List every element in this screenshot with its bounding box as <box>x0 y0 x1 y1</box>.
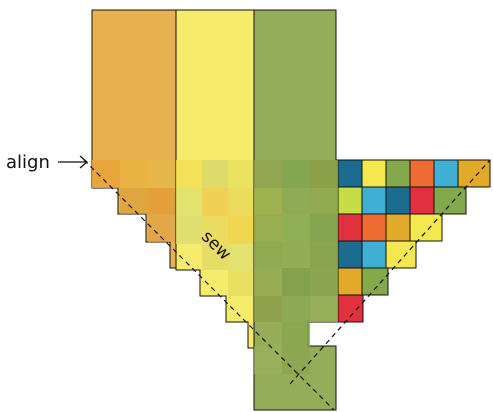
quilt-square <box>409 186 435 215</box>
quilt-square <box>337 294 364 323</box>
quilt-square <box>457 159 491 188</box>
quilt-square <box>433 159 459 188</box>
quilt-square <box>361 240 387 269</box>
quilt-square <box>337 186 363 215</box>
quilt-square <box>409 159 435 188</box>
quilt-square <box>385 213 411 242</box>
quilt-square <box>385 186 411 215</box>
quilt-square <box>361 186 387 215</box>
sew-line <box>83 159 335 411</box>
quilt-square <box>385 159 411 188</box>
orange-strip <box>91 9 177 269</box>
yellow-strip <box>175 9 255 349</box>
right-arrow-icon <box>58 155 88 169</box>
quilt-square <box>433 186 467 215</box>
quilt-square <box>361 213 387 242</box>
quilt-square <box>361 267 389 296</box>
green-strip <box>253 9 339 411</box>
quilt-square <box>337 159 363 188</box>
quilt-square <box>385 240 417 269</box>
quilt-square <box>337 267 363 296</box>
quilt-square <box>337 213 363 242</box>
quilt-square <box>337 240 363 269</box>
align-label: align <box>6 152 50 173</box>
quilt-square <box>409 213 443 242</box>
quilt-triangle <box>169 159 491 323</box>
quilt-square <box>361 159 387 188</box>
